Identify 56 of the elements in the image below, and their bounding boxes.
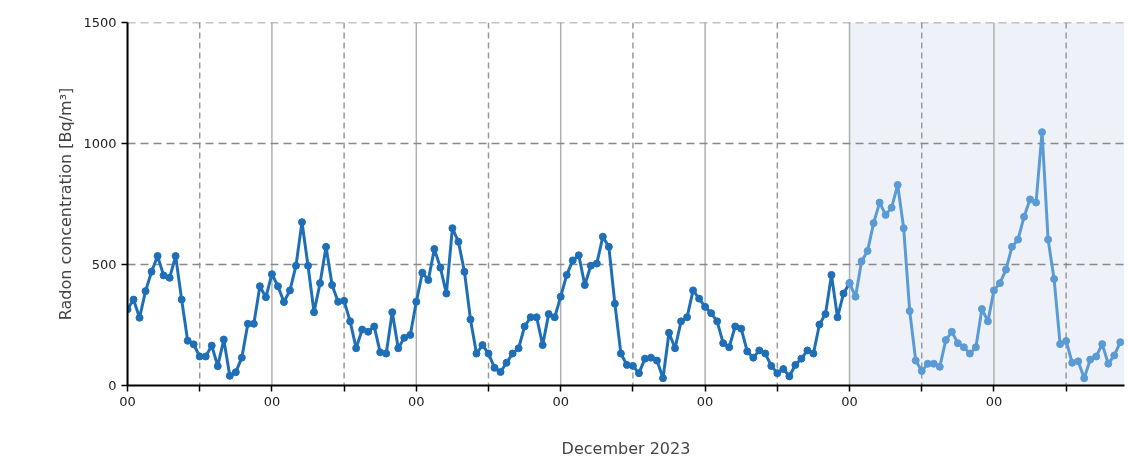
x-tick-label: 00: [263, 393, 281, 409]
point: [941, 336, 950, 344]
x-tick-label: 00: [985, 393, 1003, 409]
point: [893, 180, 902, 189]
point: [875, 198, 884, 207]
point: [1110, 351, 1119, 360]
point: [1001, 265, 1010, 274]
point: [1074, 357, 1083, 366]
point: [1104, 359, 1113, 368]
point: [1007, 242, 1016, 251]
point: [989, 286, 998, 295]
point: [1056, 340, 1065, 349]
point: [1044, 235, 1053, 244]
point: [899, 224, 908, 233]
point: [977, 305, 986, 314]
y-tick-label: 0: [108, 378, 117, 393]
point: [923, 359, 932, 368]
point: [953, 339, 962, 348]
point: [995, 279, 1004, 288]
point: [959, 343, 968, 352]
point: [1092, 352, 1101, 361]
point: [863, 246, 872, 255]
point: [1062, 336, 1071, 345]
point: [1098, 340, 1107, 349]
point: [1050, 275, 1059, 284]
point: [965, 349, 974, 358]
point: [1038, 128, 1047, 137]
point: [935, 362, 944, 371]
point: [857, 257, 866, 266]
point: [1116, 338, 1125, 347]
x-tick-label: 00: [119, 393, 136, 409]
point: [881, 210, 890, 219]
point: [887, 203, 896, 212]
point: [1014, 235, 1022, 244]
x-axis-title: December 2023: [561, 438, 691, 458]
point: [905, 306, 914, 315]
point: [869, 219, 878, 228]
point: [1080, 374, 1089, 383]
point: [947, 327, 956, 336]
x-tick-label: 00: [408, 393, 425, 409]
y-tick-label: 1000: [83, 136, 117, 151]
point: [917, 366, 926, 375]
y-tick-label: 1500: [83, 15, 117, 30]
y-tick-label: 500: [91, 257, 117, 272]
point: [911, 356, 920, 365]
point: [971, 343, 980, 352]
point: [929, 359, 938, 368]
x-tick-label: 00: [696, 393, 714, 409]
point: [1032, 198, 1041, 207]
x-tick-label: 00: [841, 393, 858, 409]
point: [1086, 355, 1095, 364]
point: [851, 292, 860, 301]
point: [983, 317, 992, 326]
y-axis-title: Radon concentration [Bq/m³]: [56, 87, 76, 321]
point: [1020, 212, 1029, 221]
x-tick-label: 00: [552, 393, 569, 409]
